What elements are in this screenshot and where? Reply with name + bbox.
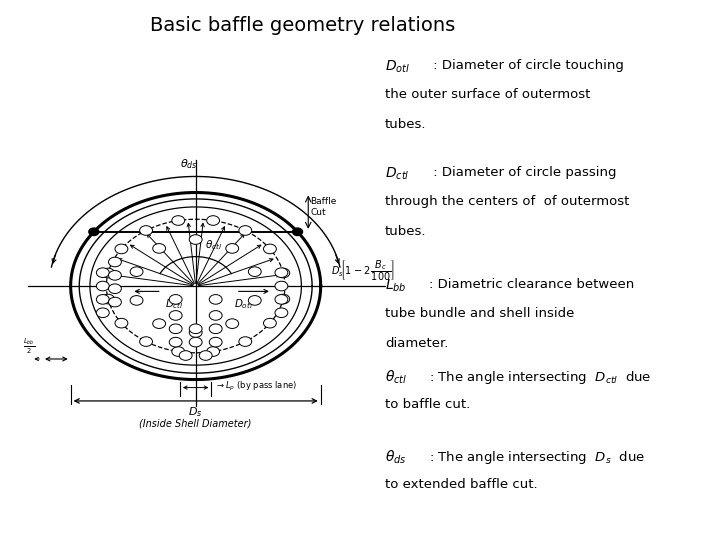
Text: $D_{ctl}$: $D_{ctl}$ (166, 296, 184, 310)
Circle shape (109, 297, 122, 307)
Circle shape (153, 244, 166, 253)
Circle shape (189, 235, 202, 244)
Circle shape (102, 268, 114, 278)
Circle shape (210, 310, 222, 320)
Text: $D_{otl}$: $D_{otl}$ (235, 296, 253, 310)
Text: $\frac{L_{bb}}{2}$: $\frac{L_{bb}}{2}$ (23, 337, 35, 356)
Text: : The angle intersecting  $D_s$  due: : The angle intersecting $D_s$ due (429, 449, 645, 466)
Text: the outer surface of outermost: the outer surface of outermost (385, 88, 590, 102)
Circle shape (109, 257, 122, 267)
Circle shape (169, 324, 182, 334)
Text: tube bundle and shell inside: tube bundle and shell inside (385, 307, 575, 320)
Text: through the centers of  of outermost: through the centers of of outermost (385, 195, 629, 208)
Text: tubes.: tubes. (385, 225, 426, 238)
Circle shape (239, 226, 252, 235)
Circle shape (207, 215, 220, 225)
Text: : The angle intersecting  $D_{ctl}$  due: : The angle intersecting $D_{ctl}$ due (429, 369, 652, 386)
Circle shape (172, 347, 185, 356)
Circle shape (189, 338, 202, 347)
Text: $\rightarrow L_p$ (by pass lane): $\rightarrow L_p$ (by pass lane) (215, 380, 297, 393)
Circle shape (89, 228, 99, 235)
Circle shape (115, 319, 128, 328)
Circle shape (96, 295, 109, 304)
Circle shape (130, 295, 143, 305)
Circle shape (248, 295, 261, 305)
Text: $L_{bb}$: $L_{bb}$ (385, 278, 407, 294)
Circle shape (140, 337, 153, 346)
Circle shape (96, 308, 109, 318)
Circle shape (115, 244, 128, 254)
Text: $D_{otl}$: $D_{otl}$ (385, 59, 410, 75)
Circle shape (226, 319, 238, 328)
Text: to extended baffle cut.: to extended baffle cut. (385, 478, 538, 491)
Circle shape (96, 268, 109, 278)
Text: Basic baffle geometry relations: Basic baffle geometry relations (150, 16, 456, 35)
Text: Baffle
Cut: Baffle Cut (310, 197, 337, 217)
Circle shape (226, 244, 238, 253)
Circle shape (210, 324, 222, 334)
Text: $D_s\!\left[1-2\,\dfrac{B_c}{100}\right]$: $D_s\!\left[1-2\,\dfrac{B_c}{100}\right]… (331, 259, 395, 284)
Text: $D_s$: $D_s$ (189, 405, 203, 419)
Circle shape (109, 284, 122, 294)
Circle shape (275, 281, 288, 291)
Text: : Diametric clearance between: : Diametric clearance between (429, 278, 634, 291)
Circle shape (109, 271, 122, 280)
Text: (Inside Shell Diameter): (Inside Shell Diameter) (140, 418, 252, 428)
Circle shape (96, 281, 109, 291)
Circle shape (210, 338, 222, 347)
Circle shape (239, 337, 252, 346)
Text: tubes.: tubes. (385, 118, 426, 131)
Circle shape (248, 267, 261, 276)
Text: diameter.: diameter. (385, 337, 449, 350)
Circle shape (189, 324, 202, 334)
Circle shape (210, 295, 222, 304)
Text: to baffle cut.: to baffle cut. (385, 399, 470, 411)
Circle shape (179, 350, 192, 360)
Circle shape (140, 226, 153, 235)
Circle shape (169, 310, 182, 320)
Text: $\theta_{ctl}$: $\theta_{ctl}$ (385, 369, 408, 386)
Circle shape (169, 338, 182, 347)
Circle shape (275, 268, 288, 278)
Text: $\theta_{ds}$: $\theta_{ds}$ (180, 157, 197, 171)
Text: : Diameter of circle touching: : Diameter of circle touching (429, 59, 624, 72)
Circle shape (264, 319, 276, 328)
Text: $D_{ctl}$: $D_{ctl}$ (385, 166, 410, 182)
Text: : Diameter of circle passing: : Diameter of circle passing (429, 166, 617, 179)
Circle shape (172, 215, 185, 225)
Circle shape (102, 294, 114, 304)
Circle shape (275, 308, 288, 318)
Circle shape (276, 268, 289, 278)
Text: $\theta_{ds}$: $\theta_{ds}$ (385, 449, 407, 467)
Circle shape (189, 328, 202, 338)
Circle shape (169, 295, 182, 304)
Circle shape (276, 294, 289, 304)
Circle shape (130, 267, 143, 276)
Text: $\theta_{ctl}$: $\theta_{ctl}$ (205, 239, 222, 252)
Circle shape (199, 350, 212, 360)
Circle shape (275, 295, 288, 304)
Circle shape (292, 228, 302, 235)
Circle shape (264, 244, 276, 254)
Circle shape (153, 319, 166, 328)
Circle shape (207, 347, 220, 356)
